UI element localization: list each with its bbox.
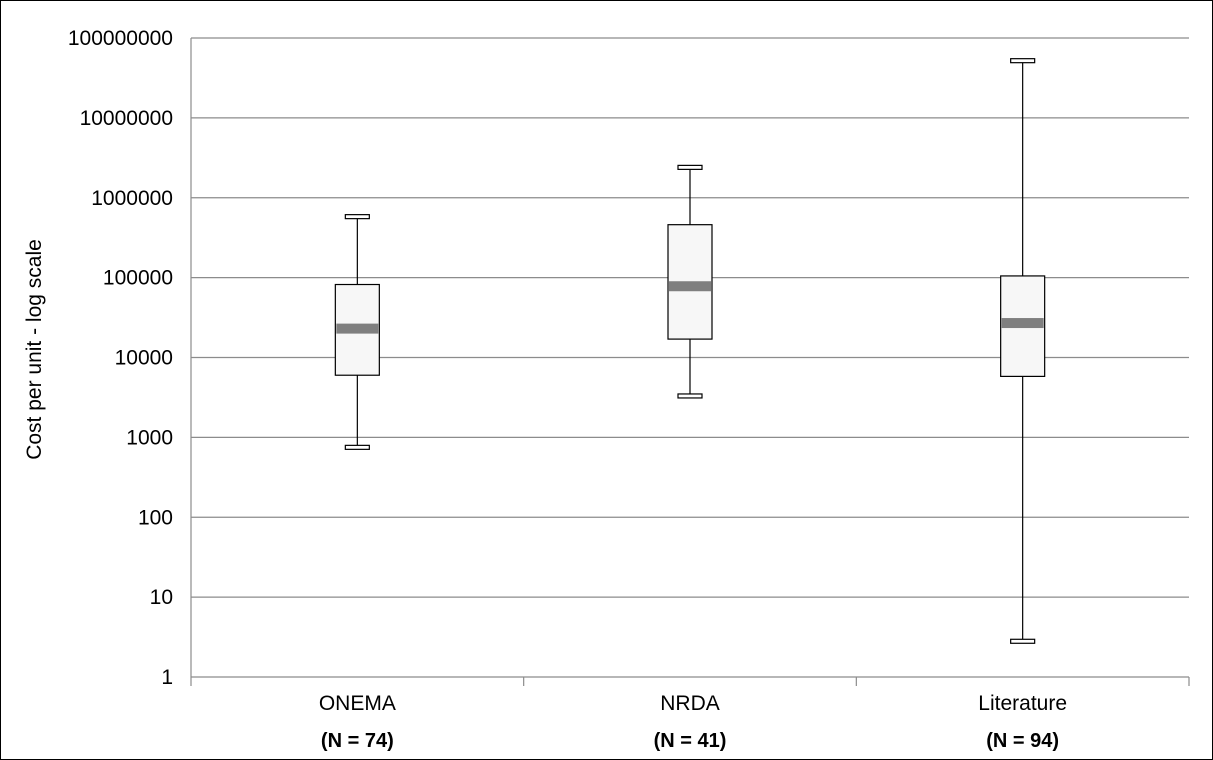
category-label: NRDA	[660, 692, 720, 715]
y-axis-title: Cost per unit - log scale	[23, 239, 46, 460]
y-tick-label: 1000	[126, 426, 173, 449]
box-literature	[1001, 59, 1045, 644]
median-bar	[1002, 318, 1044, 328]
max-cap	[345, 215, 369, 219]
box-series	[335, 59, 1044, 644]
y-tick-label: 10	[150, 586, 173, 609]
y-tick-label: 1	[161, 666, 173, 689]
median-bar	[669, 281, 711, 291]
max-cap	[678, 165, 702, 169]
category-label: ONEMA	[319, 692, 396, 715]
y-tick-label: 1000000	[91, 187, 173, 210]
category-label: Literature	[978, 692, 1067, 715]
y-tick-labels: 1 10 100 1000 10000 100000 1000000 10000000 1000…	[68, 27, 173, 689]
y-tick-label: 100000000	[68, 27, 173, 50]
y-tick-label: 100000	[103, 267, 173, 290]
y-tick-label: 10000000	[80, 107, 173, 130]
y-tick-label: 10000	[115, 347, 173, 370]
box-nrda	[668, 165, 712, 398]
min-cap	[345, 445, 369, 449]
box-onema	[335, 215, 379, 450]
sample-size-label: (N = 41)	[654, 730, 727, 752]
y-tick-label: 100	[138, 506, 173, 529]
min-cap	[1011, 639, 1035, 643]
min-cap	[678, 394, 702, 398]
x-category-labels: ONEMA (N = 74) NRDA (N = 41) Literature (N = …	[319, 692, 1067, 752]
sample-size-label: (N = 94)	[986, 730, 1059, 752]
sample-size-label: (N = 74)	[321, 730, 394, 752]
median-bar	[336, 324, 378, 334]
max-cap	[1011, 59, 1035, 63]
